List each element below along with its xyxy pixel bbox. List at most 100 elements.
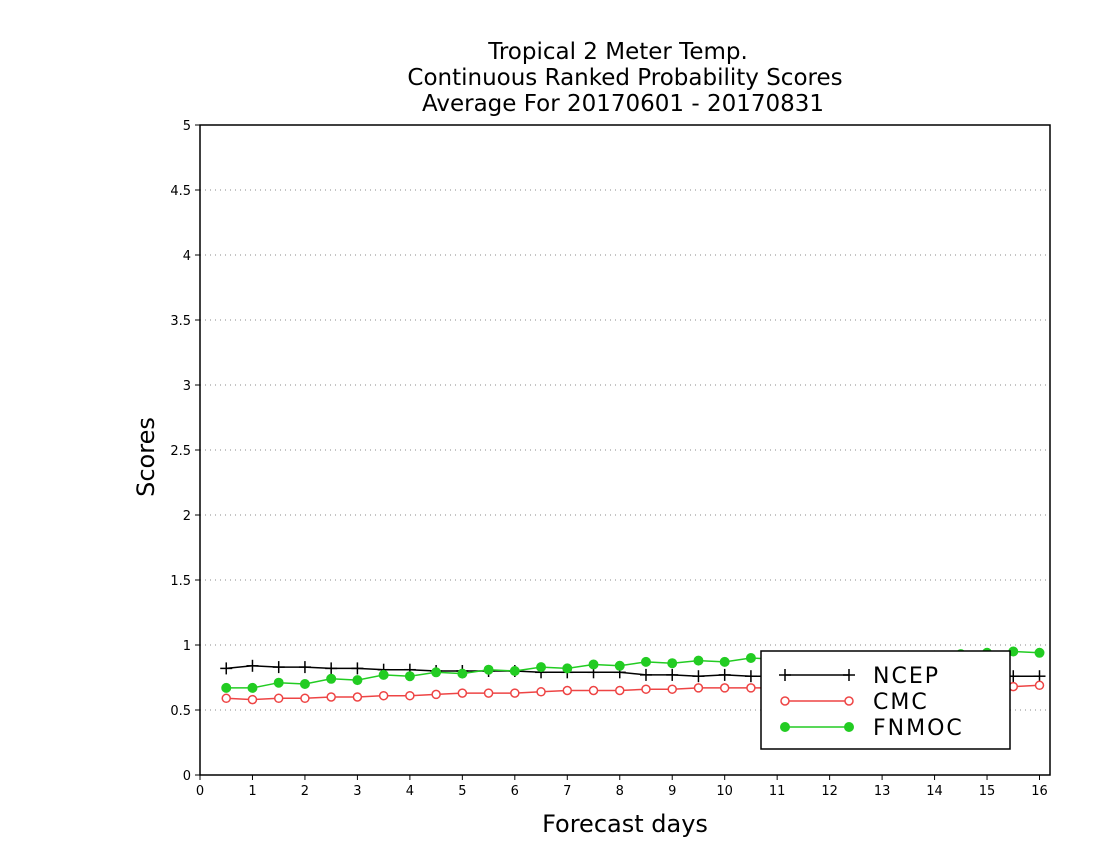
data-point-cmc bbox=[536, 687, 546, 697]
data-point-cmc bbox=[378, 690, 389, 701]
chart-title-line-1: Tropical 2 Meter Temp. bbox=[487, 39, 748, 65]
x-tick-label: 1 bbox=[248, 784, 256, 799]
data-point-ncep bbox=[298, 661, 311, 674]
x-tick-label: 0 bbox=[196, 784, 204, 799]
data-point-cmc bbox=[693, 683, 704, 693]
x-tick-label: 5 bbox=[458, 784, 466, 799]
y-tick-label: 0.5 bbox=[170, 704, 191, 719]
data-point-fnmoc bbox=[509, 666, 520, 676]
data-point-cmc bbox=[431, 689, 441, 700]
data-point-fnmoc bbox=[247, 682, 258, 693]
x-tick-label: 3 bbox=[353, 784, 361, 799]
y-tick-label: 4.5 bbox=[170, 184, 191, 199]
data-point-cmc bbox=[1034, 680, 1045, 691]
legend-marker-ncep bbox=[779, 669, 791, 681]
legend-item-cmc: CMC bbox=[780, 690, 929, 715]
x-tick-label: 8 bbox=[616, 784, 624, 799]
y-tick-label: 3.5 bbox=[170, 314, 191, 329]
legend-marker-ncep bbox=[843, 669, 855, 681]
data-point-cmc bbox=[510, 688, 520, 698]
data-point-cmc bbox=[300, 693, 310, 704]
x-axis-title: Forecast days bbox=[542, 810, 708, 838]
y-tick-label: 1.5 bbox=[170, 574, 191, 589]
x-tick-label: 10 bbox=[716, 784, 733, 799]
data-point-cmc bbox=[405, 690, 415, 701]
data-point-ncep bbox=[1033, 670, 1046, 683]
grid-lines bbox=[200, 189, 1050, 711]
data-point-fnmoc bbox=[693, 655, 704, 666]
legend-marker-fnmoc bbox=[780, 722, 790, 732]
data-point-fnmoc bbox=[457, 668, 468, 679]
data-point-cmc bbox=[221, 693, 231, 704]
data-point-fnmoc bbox=[588, 659, 599, 670]
data-point-ncep bbox=[744, 670, 757, 683]
chart-title-line-3: Average For 20170601 - 20170831 bbox=[422, 91, 824, 117]
legend-label-cmc: CMC bbox=[873, 690, 929, 715]
x-tick-label: 7 bbox=[563, 784, 571, 799]
data-point-fnmoc bbox=[352, 675, 363, 686]
data-point-ncep bbox=[351, 662, 364, 675]
x-tick-label: 9 bbox=[668, 784, 676, 799]
data-point-ncep bbox=[246, 659, 259, 672]
data-point-ncep bbox=[220, 662, 233, 675]
x-tick-label: 6 bbox=[511, 784, 519, 799]
data-point-cmc bbox=[562, 685, 573, 696]
legend-box bbox=[760, 650, 1011, 750]
legend-marker-cmc bbox=[780, 696, 790, 706]
data-point-cmc bbox=[746, 683, 756, 693]
chart-title-line-2: Continuous Ranked Probability Scores bbox=[407, 65, 842, 91]
x-tick-label: 11 bbox=[769, 784, 786, 799]
data-point-fnmoc bbox=[378, 669, 389, 680]
data-point-fnmoc bbox=[483, 664, 494, 675]
y-axis-title: Scores bbox=[132, 417, 160, 497]
legend-item-ncep: NCEP bbox=[779, 664, 940, 689]
data-point-fnmoc bbox=[404, 671, 415, 682]
x-tick-label: 14 bbox=[926, 784, 943, 799]
data-point-cmc bbox=[483, 688, 494, 698]
data-point-fnmoc bbox=[1034, 647, 1045, 658]
data-point-fnmoc bbox=[536, 662, 547, 673]
data-point-fnmoc bbox=[431, 667, 442, 678]
data-point-cmc bbox=[719, 683, 730, 693]
y-tick-label: 4 bbox=[183, 249, 191, 264]
data-point-ncep bbox=[639, 668, 652, 681]
data-point-fnmoc bbox=[719, 656, 730, 667]
y-tick-label: 2.5 bbox=[170, 444, 191, 459]
data-point-cmc bbox=[667, 684, 677, 694]
data-point-cmc bbox=[615, 685, 625, 696]
y-tick-label: 2 bbox=[183, 509, 191, 524]
data-point-ncep bbox=[325, 662, 338, 675]
legend-marker-fnmoc bbox=[844, 722, 854, 732]
legend-item-fnmoc: FNMOC bbox=[780, 716, 964, 741]
data-point-fnmoc bbox=[562, 663, 573, 674]
y-tick-label: 0 bbox=[183, 769, 191, 784]
data-point-cmc bbox=[352, 692, 363, 702]
x-tick-label: 12 bbox=[821, 784, 838, 799]
data-point-fnmoc bbox=[221, 682, 232, 693]
y-tick-label: 5 bbox=[183, 119, 191, 134]
data-point-cmc bbox=[326, 692, 336, 702]
data-point-fnmoc bbox=[326, 673, 337, 684]
x-tick-label: 4 bbox=[406, 784, 414, 799]
y-tick-label: 3 bbox=[183, 379, 191, 394]
data-point-fnmoc bbox=[667, 658, 678, 669]
data-point-ncep bbox=[718, 668, 731, 681]
data-point-fnmoc bbox=[614, 660, 625, 671]
data-point-ncep bbox=[272, 661, 285, 674]
data-point-cmc bbox=[641, 684, 651, 694]
data-point-ncep bbox=[666, 668, 679, 681]
legend-label-fnmoc: FNMOC bbox=[873, 716, 964, 741]
x-tick-label: 2 bbox=[301, 784, 309, 799]
data-point-fnmoc bbox=[640, 656, 651, 667]
data-point-fnmoc bbox=[299, 679, 310, 689]
data-point-cmc bbox=[273, 693, 284, 704]
data-point-fnmoc bbox=[745, 653, 756, 663]
legend-label-ncep: NCEP bbox=[873, 664, 940, 689]
data-point-fnmoc bbox=[273, 677, 284, 688]
axes: 00.511.522.533.544.550 1 2 3 4 5 6 7 8 9 10 11 12 13 1… bbox=[170, 119, 1051, 799]
data-point-cmc bbox=[247, 694, 258, 705]
x-tick-label: 13 bbox=[874, 784, 891, 799]
